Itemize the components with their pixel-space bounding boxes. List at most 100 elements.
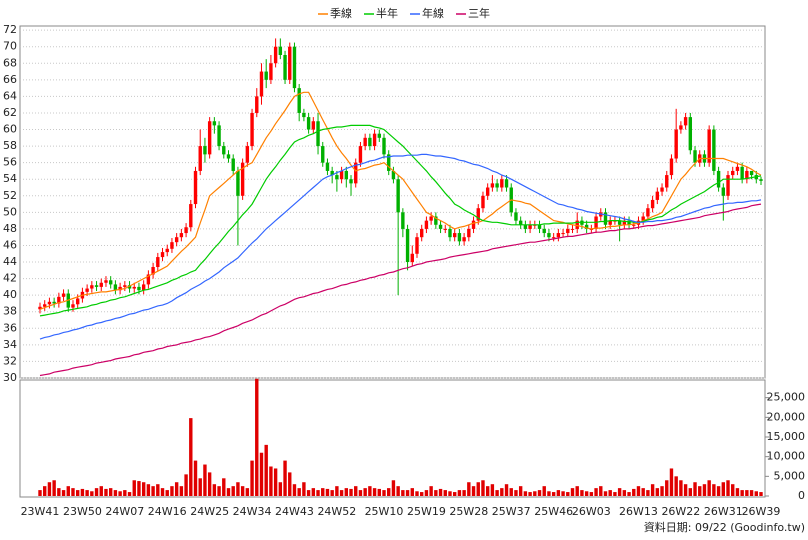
candle-body (170, 242, 174, 249)
volume-bar (311, 488, 316, 496)
volume-bar (321, 488, 325, 496)
volume-bar (674, 476, 678, 496)
x-tick-label: 26W31 (704, 505, 743, 518)
volume-bar (740, 490, 744, 496)
candle-body (151, 267, 155, 275)
volume-bar (462, 490, 466, 496)
candle-body (193, 170, 198, 205)
candle-body (368, 137, 372, 147)
candle-body (514, 212, 518, 221)
volume-bar (127, 492, 132, 496)
volume-bar (250, 460, 254, 496)
volume-bar (137, 481, 141, 496)
volume-bar (156, 484, 160, 496)
legend-label: 半年 (376, 6, 398, 20)
volume-bar (712, 484, 716, 496)
candle-body (283, 54, 287, 80)
volume-bar (641, 488, 645, 496)
volume-bar (255, 378, 259, 496)
candle-body (245, 146, 250, 163)
volume-bar (693, 482, 697, 496)
candle-body (443, 228, 447, 230)
candle-body (156, 257, 160, 268)
candle-body (339, 170, 344, 180)
candle-body (43, 304, 47, 307)
candle-body (231, 158, 235, 171)
volume-bar (118, 491, 122, 496)
candle-body (462, 237, 466, 242)
volume-bar (231, 486, 235, 496)
y-tick-label: 34 (3, 338, 17, 351)
volume-bar (363, 488, 367, 496)
candle-body (391, 170, 396, 180)
candle-body (372, 133, 377, 147)
candle-body (570, 228, 575, 230)
candle-body (311, 121, 316, 130)
y-tick-label: 64 (3, 89, 17, 102)
volume-bar (179, 486, 184, 496)
volume-bar (504, 484, 509, 496)
volume-bar (660, 486, 664, 496)
y-tick-label: 30 (3, 371, 17, 384)
candle-body (207, 121, 212, 155)
candle-body (688, 117, 693, 151)
candle-body (297, 88, 301, 113)
volume-bar (344, 488, 349, 496)
volume-bar (434, 490, 438, 496)
volume-bar (415, 491, 419, 496)
candle-body (641, 216, 645, 221)
volume-bar (80, 488, 85, 496)
candle-body (434, 216, 438, 225)
volume-bar (269, 466, 273, 496)
volume-bar (391, 480, 396, 496)
volume-bar (377, 488, 381, 496)
volume-bar (669, 468, 674, 496)
x-tick-label: 24W25 (190, 505, 229, 518)
candle-body (226, 154, 231, 159)
candle-body (264, 71, 268, 80)
volume-bar (514, 490, 518, 496)
candle-body (716, 170, 721, 188)
volume-bar (655, 488, 660, 496)
x-tick-label: 24W52 (317, 505, 356, 518)
volume-bar (85, 490, 89, 496)
candle-body (335, 175, 339, 180)
x-tick-label: 23W41 (21, 505, 60, 518)
candle-body (108, 280, 113, 285)
candle-body (198, 146, 202, 171)
volume-bar (613, 492, 617, 496)
volume-bar (278, 482, 283, 496)
volume-bar (193, 460, 198, 496)
candle-body (104, 280, 108, 283)
candle-body (137, 286, 141, 291)
x-tick-label: 25W37 (492, 505, 531, 518)
volume-bar (335, 486, 339, 496)
candle-body (396, 179, 400, 213)
x-tick-label: 24W34 (233, 505, 272, 518)
volume-bar (151, 486, 155, 496)
candle-body (608, 220, 612, 225)
volume-bar (123, 490, 127, 496)
volume-bar (330, 490, 334, 496)
volume-bar (735, 488, 740, 496)
x-tick-label: 24W43 (275, 505, 314, 518)
volume-bar (160, 488, 165, 496)
candle-body (259, 71, 264, 97)
candle-body (405, 228, 410, 263)
volume-bar (61, 490, 66, 496)
volume-bar (759, 492, 763, 496)
candle-body (467, 228, 471, 238)
candle-body (622, 220, 627, 225)
candle-body (203, 146, 207, 155)
volume-bar (132, 480, 136, 496)
y-tick-label: 66 (3, 73, 17, 86)
y-tick-label: 50 (3, 205, 17, 218)
candle-body (575, 220, 579, 229)
candle-body (485, 187, 490, 196)
volume-bar (38, 490, 42, 496)
volume-bar (358, 490, 363, 496)
candle-body (655, 191, 660, 200)
candle-body (448, 228, 452, 238)
candle-body (146, 274, 151, 285)
volume-bar (603, 491, 608, 496)
